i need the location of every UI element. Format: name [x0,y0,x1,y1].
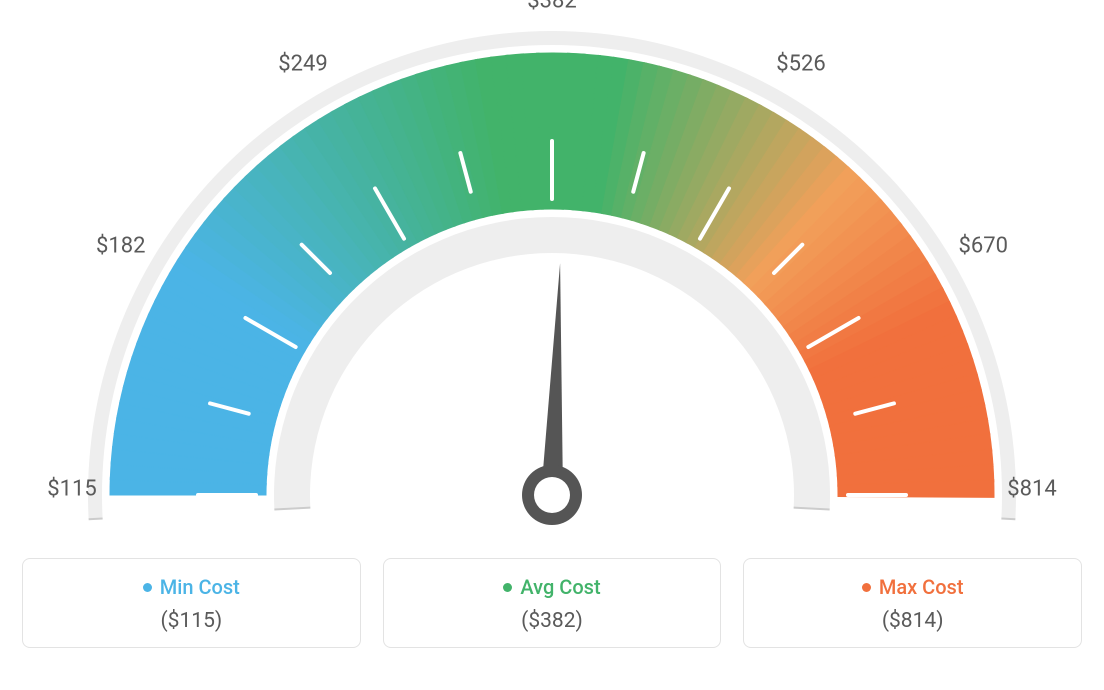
gauge-tick-label: $526 [776,51,825,76]
legend-avg: Avg Cost ($382) [383,558,722,648]
legend-max-label: Max Cost [879,575,964,599]
legend-row: Min Cost ($115) Avg Cost ($382) Max Cost… [0,558,1104,648]
legend-min-title: Min Cost [143,575,240,599]
cost-gauge: $115 $182 $249 $382 $526 $670 $814 [0,0,1104,550]
legend-avg-bullet [503,583,512,592]
legend-avg-label: Avg Cost [520,575,600,599]
gauge-svg [0,0,1104,550]
legend-avg-value: ($382) [392,609,713,633]
gauge-tick-label: $182 [96,234,145,259]
legend-max-bullet [862,583,871,592]
legend-avg-title: Avg Cost [503,575,600,599]
legend-max-title: Max Cost [862,575,964,599]
legend-min-value: ($115) [31,609,352,633]
legend-min-bullet [143,583,152,592]
gauge-tick-label: $115 [47,477,96,502]
legend-max: Max Cost ($814) [743,558,1082,648]
legend-max-value: ($814) [752,609,1073,633]
gauge-tick-label: $814 [1007,477,1056,502]
gauge-tick-label: $670 [959,234,1008,259]
gauge-tick-label: $249 [278,51,327,76]
gauge-tick-label: $382 [527,0,576,14]
legend-min-label: Min Cost [160,575,240,599]
legend-min: Min Cost ($115) [22,558,361,648]
